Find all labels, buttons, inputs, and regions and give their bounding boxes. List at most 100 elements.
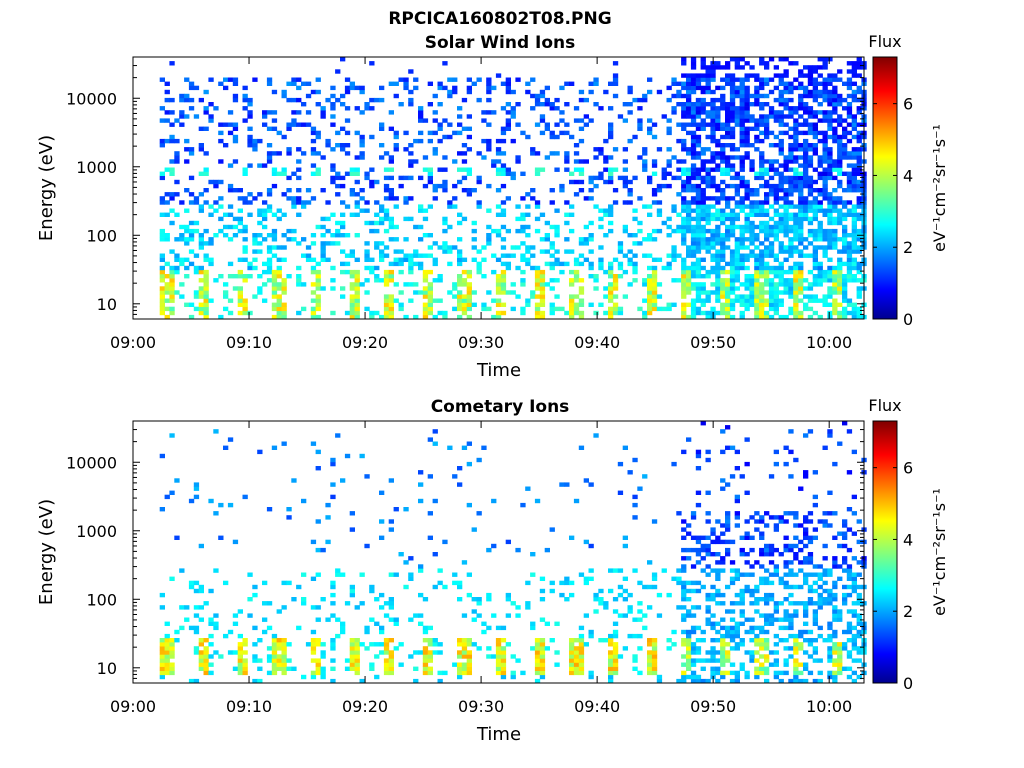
heatmap-cell xyxy=(686,662,692,667)
heatmap-cell xyxy=(457,151,463,156)
heatmap-cell xyxy=(242,638,248,643)
heatmap-cell xyxy=(807,269,814,275)
heatmap-cell xyxy=(793,249,799,254)
heatmap-cell xyxy=(768,233,775,238)
heatmap-cell xyxy=(252,249,258,254)
heatmap-cell xyxy=(593,183,599,189)
heatmap-cell xyxy=(778,290,784,295)
heatmap-cell xyxy=(447,290,453,295)
heatmap-cell xyxy=(612,274,619,279)
heatmap-cell xyxy=(349,269,355,275)
heatmap-cell xyxy=(452,159,458,164)
heatmap-cell xyxy=(768,302,775,307)
heatmap-cell xyxy=(242,196,248,201)
heatmap-cell xyxy=(739,97,745,103)
heatmap-cell xyxy=(398,183,404,189)
heatmap-cell xyxy=(457,666,463,671)
heatmap-cell xyxy=(690,678,697,684)
heatmap-cell xyxy=(695,261,702,267)
heatmap-cell xyxy=(281,171,287,176)
heatmap-cell xyxy=(539,310,546,316)
heatmap-cell xyxy=(588,674,594,680)
heatmap-cell xyxy=(676,511,682,516)
heatmap-cell xyxy=(710,212,716,217)
heatmap-cell xyxy=(700,106,706,111)
heatmap-cell xyxy=(578,126,585,131)
heatmap-cell xyxy=(554,224,560,230)
heatmap-cell xyxy=(827,278,833,283)
heatmap-cell xyxy=(388,274,394,279)
heatmap-cell xyxy=(690,57,697,62)
heatmap-cell xyxy=(632,278,638,283)
heatmap-cell xyxy=(768,597,775,602)
heatmap-cell xyxy=(734,61,740,66)
heatmap-cell xyxy=(588,302,594,307)
heatmap-cell xyxy=(164,237,170,242)
heatmap-cell xyxy=(681,314,687,320)
heatmap-cell xyxy=(544,155,550,160)
heatmap-cell xyxy=(271,274,278,279)
heatmap-cell xyxy=(427,670,433,676)
heatmap-cell xyxy=(744,437,750,442)
heatmap-cell xyxy=(842,535,848,540)
heatmap-cell xyxy=(846,654,853,659)
heatmap-cell xyxy=(218,314,224,320)
heatmap-cell xyxy=(807,188,814,193)
heatmap-cell xyxy=(476,249,482,254)
heatmap-cell xyxy=(729,183,736,189)
heatmap-cell xyxy=(159,302,165,307)
heatmap-cell xyxy=(495,286,502,291)
y-tick-label: 100 xyxy=(86,590,117,609)
heatmap-cell xyxy=(700,629,706,635)
heatmap-cell xyxy=(851,134,857,140)
heatmap-cell xyxy=(729,580,736,586)
heatmap-cell xyxy=(642,97,648,103)
heatmap-cell xyxy=(578,638,585,643)
heatmap-cell xyxy=(768,621,775,626)
heatmap-cell xyxy=(715,601,721,606)
heatmap-cell xyxy=(310,257,317,262)
heatmap-cell xyxy=(534,302,541,307)
heatmap-cell xyxy=(734,265,740,271)
heatmap-cell xyxy=(383,212,390,217)
heatmap-cell xyxy=(549,278,555,283)
heatmap-cell xyxy=(773,461,779,467)
heatmap-cell xyxy=(159,265,165,271)
heatmap-cell xyxy=(539,212,546,217)
heatmap-cell xyxy=(734,147,740,152)
heatmap-cell xyxy=(642,253,648,258)
heatmap-cell xyxy=(461,167,468,172)
heatmap-cell xyxy=(817,155,823,160)
heatmap-cell xyxy=(437,122,443,127)
heatmap-cell xyxy=(681,73,687,78)
heatmap-cell xyxy=(491,613,497,618)
heatmap-cell xyxy=(681,449,687,455)
heatmap-cell xyxy=(700,163,706,168)
heatmap-cell xyxy=(715,572,721,577)
heatmap-cell xyxy=(759,204,765,209)
heatmap-cell xyxy=(749,298,755,303)
heatmap-cell xyxy=(608,122,614,127)
heatmap-cell xyxy=(764,265,770,271)
heatmap-cell xyxy=(695,175,702,181)
heatmap-cell xyxy=(544,102,550,107)
heatmap-cell xyxy=(276,654,282,659)
heatmap-cell xyxy=(515,228,521,234)
heatmap-cell xyxy=(262,163,268,168)
heatmap-cell xyxy=(715,621,721,626)
heatmap-cell xyxy=(798,188,804,193)
heatmap-cell xyxy=(564,212,570,217)
heatmap-cell xyxy=(281,257,287,262)
heatmap-cell xyxy=(461,159,468,164)
heatmap-cell xyxy=(593,609,599,614)
heatmap-cell xyxy=(817,261,823,267)
heatmap-cell xyxy=(690,662,697,667)
heatmap-cell xyxy=(452,77,458,82)
heatmap-cell xyxy=(793,638,799,643)
heatmap-cell xyxy=(232,93,239,99)
heatmap-cell xyxy=(666,163,672,168)
heatmap-cell xyxy=(666,592,672,598)
heatmap-cell xyxy=(554,257,560,262)
heatmap-cell xyxy=(266,159,273,164)
heatmap-cell xyxy=(686,658,692,663)
